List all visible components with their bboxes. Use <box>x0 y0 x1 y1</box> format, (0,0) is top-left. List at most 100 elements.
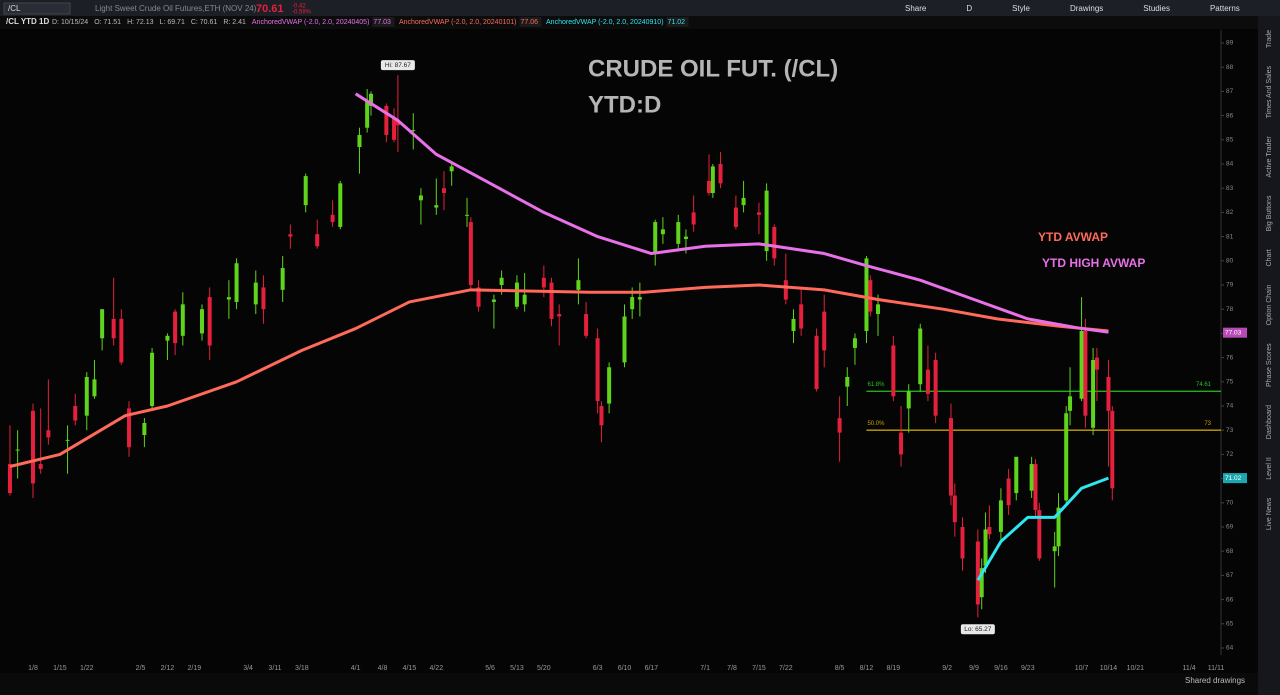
x-tick-label: 3/11 <box>268 665 281 672</box>
candle-body <box>1068 396 1073 411</box>
study-label: AnchoredVWAP (-2.0, 2.0, 20240101) <box>399 19 517 26</box>
header-row <box>0 16 1258 29</box>
side-tab[interactable]: Big Buttons <box>1266 195 1273 231</box>
side-tab[interactable]: Active Trader <box>1266 136 1273 178</box>
quote-field: R: 2.41 <box>223 19 246 26</box>
y-tick-label: 73 <box>1226 427 1234 434</box>
toolbar-button[interactable]: Share <box>905 4 927 13</box>
x-tick-label: 4/15 <box>403 665 417 672</box>
x-tick-label: 9/16 <box>994 665 1008 672</box>
y-tick-label: 78 <box>1226 306 1234 313</box>
y-tick-label: 82 <box>1226 209 1234 216</box>
x-tick-label: 9/9 <box>969 665 979 672</box>
candle-body <box>119 318 124 363</box>
candle-body <box>338 183 343 227</box>
fib-name: 61.8% <box>867 382 885 388</box>
price-tag: 77.03 <box>1225 329 1242 336</box>
y-tick-label: 80 <box>1226 258 1234 265</box>
candle-body <box>925 369 930 394</box>
candle-body <box>541 277 546 288</box>
footer-bar <box>0 673 1258 695</box>
x-tick-label: 10/14 <box>1100 665 1118 672</box>
quote-field: D: 10/15/24 <box>52 19 88 26</box>
toolbar-button[interactable]: Drawings <box>1070 4 1103 13</box>
toolbar-button[interactable]: D <box>966 4 972 13</box>
side-tab[interactable]: Chart <box>1266 249 1273 266</box>
x-tick-label: 5/13 <box>510 665 524 672</box>
candle-body <box>1052 546 1057 552</box>
toolbar-button[interactable]: Style <box>1012 4 1030 13</box>
side-tab[interactable]: Option Chain <box>1266 284 1273 325</box>
candle-body <box>65 439 70 441</box>
footer-text[interactable]: Shared drawings <box>1185 676 1245 685</box>
y-tick-label: 84 <box>1226 161 1234 168</box>
x-tick-label: 7/22 <box>779 665 793 672</box>
x-tick-label: 5/6 <box>485 665 495 672</box>
toolbar-button[interactable]: Studies <box>1143 4 1170 13</box>
side-tab[interactable]: Live News <box>1266 497 1273 530</box>
candle-body <box>253 282 258 305</box>
candle-body <box>557 314 562 317</box>
x-tick-label: 7/15 <box>752 665 766 672</box>
x-tick-label: 10/21 <box>1127 665 1145 672</box>
study-value: 77.06 <box>520 19 538 26</box>
y-tick-label: 87 <box>1226 88 1234 95</box>
symbol-box[interactable] <box>3 2 71 15</box>
candle-body <box>1094 357 1099 370</box>
fib-value: 74.61 <box>1196 382 1212 388</box>
candle-body <box>92 379 97 397</box>
description: Light Sweet Crude Oil Futures,ETH (NOV 2… <box>95 4 257 13</box>
price-tag-box <box>1223 327 1247 338</box>
candle-body <box>710 166 715 194</box>
side-tab[interactable]: Phase Scores <box>1266 343 1273 387</box>
candle-body <box>660 229 665 235</box>
candle-body <box>207 297 212 346</box>
extreme-box <box>960 624 995 635</box>
candle-body <box>899 432 904 455</box>
candle-body <box>46 430 51 438</box>
candle-body <box>441 188 446 194</box>
candle-body <box>449 166 454 172</box>
candle-body <box>1110 410 1115 489</box>
candle-body <box>998 500 1003 532</box>
y-tick-label: 79 <box>1226 282 1234 289</box>
avwap-line <box>9 283 1109 468</box>
candle-body <box>733 207 738 227</box>
x-tick-label: 11/4 <box>1183 665 1196 672</box>
candle-body <box>392 118 397 140</box>
x-tick-label: 2/19 <box>188 665 202 672</box>
quote-field: H: 72.13 <box>127 19 154 26</box>
side-tab[interactable]: Trade <box>1266 30 1273 48</box>
y-tick-label: 75 <box>1226 379 1234 386</box>
side-tab[interactable]: Level II <box>1266 457 1273 480</box>
x-tick-label: 10/7 <box>1075 665 1089 672</box>
x-tick-label: 6/3 <box>593 665 603 672</box>
candle-body <box>1014 456 1019 494</box>
symbol[interactable]: /CL <box>8 4 21 13</box>
chart-title: CRUDE OIL FUT. (/CL) <box>588 55 838 82</box>
candle-body <box>514 282 519 307</box>
legend-label: YTD AVWAP <box>1038 230 1108 244</box>
candle-body <box>1083 330 1088 416</box>
side-tab[interactable]: Times And Sales <box>1266 66 1273 119</box>
study-label: AnchoredVWAP (-2.0, 2.0, 20240910) <box>546 19 664 26</box>
candle-body <box>357 134 362 148</box>
y-tick-label: 89 <box>1226 40 1234 47</box>
toolbar-button[interactable]: Patterns <box>1210 4 1240 13</box>
candle-body <box>200 309 204 334</box>
candle-body <box>1079 330 1084 399</box>
x-tick-label: 3/18 <box>295 665 309 672</box>
side-tab[interactable]: Dashboard <box>1266 405 1273 439</box>
candle-body <box>799 304 804 329</box>
x-tick-label: 11/11 <box>1208 665 1225 672</box>
legend-label: YTD HIGH AVWAP <box>1042 256 1145 270</box>
candle-body <box>876 304 880 315</box>
avwap-line <box>354 92 1109 334</box>
candle-body <box>84 376 89 416</box>
candle-body <box>369 93 373 106</box>
candle-body <box>384 105 389 135</box>
candle-body <box>1091 360 1096 428</box>
x-tick-label: 4/22 <box>429 665 443 672</box>
